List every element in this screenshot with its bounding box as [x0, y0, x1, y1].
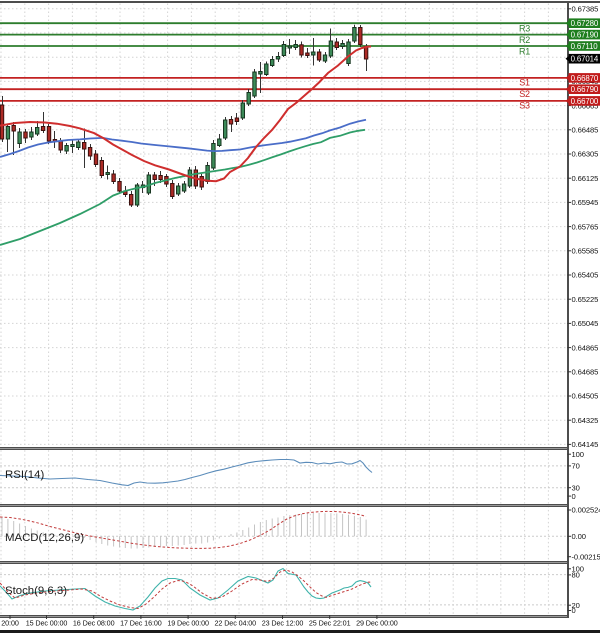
svg-text:0: 0 [572, 492, 576, 501]
svg-text:R3: R3 [519, 24, 530, 34]
svg-text:R2: R2 [519, 35, 530, 45]
svg-text:100: 100 [572, 450, 584, 459]
svg-text:30: 30 [572, 483, 580, 492]
svg-text:0.66665: 0.66665 [572, 101, 599, 110]
svg-text:0.66485: 0.66485 [572, 126, 599, 135]
svg-text:23 Dec 12:00: 23 Dec 12:00 [262, 619, 304, 628]
svg-text:0.66125: 0.66125 [572, 174, 599, 183]
svg-text:S1: S1 [519, 78, 530, 88]
svg-text:0.67014: 0.67014 [571, 55, 599, 64]
svg-text:MACD(12,26,9): MACD(12,26,9) [5, 532, 84, 544]
svg-text:70: 70 [572, 462, 580, 471]
svg-text:0.66700: 0.66700 [571, 97, 599, 106]
svg-text:0.65045: 0.65045 [572, 319, 599, 328]
svg-text:15 Dec 00:00: 15 Dec 00:00 [26, 619, 68, 628]
svg-text:25 Dec 22:01: 25 Dec 22:01 [309, 619, 351, 628]
svg-text:0.65945: 0.65945 [572, 198, 599, 207]
svg-text:Stoch(9,6,3): Stoch(9,6,3) [5, 585, 67, 597]
svg-text:0.002524: 0.002524 [572, 506, 600, 515]
svg-text:0.65225: 0.65225 [572, 295, 599, 304]
svg-text:0.67280: 0.67280 [571, 19, 599, 28]
svg-text:17 Dec 16:00: 17 Dec 16:00 [120, 619, 162, 628]
svg-text:0.67190: 0.67190 [571, 31, 599, 40]
svg-text:0.67385: 0.67385 [572, 5, 599, 14]
svg-text:0.67110: 0.67110 [571, 42, 599, 51]
svg-text:0.66790: 0.66790 [571, 85, 599, 94]
svg-text:20: 20 [572, 601, 580, 610]
svg-text:20:00: 20:00 [1, 619, 19, 628]
svg-text:0.64685: 0.64685 [572, 368, 599, 377]
svg-text:-0.00215: -0.00215 [572, 552, 600, 561]
svg-text:0: 0 [572, 606, 576, 615]
svg-text:16 Dec 08:00: 16 Dec 08:00 [73, 619, 115, 628]
svg-text:100: 100 [572, 565, 584, 574]
svg-text:S2: S2 [519, 89, 530, 99]
svg-text:0.66305: 0.66305 [572, 150, 599, 159]
svg-text:0.64865: 0.64865 [572, 343, 599, 352]
svg-text:0.65585: 0.65585 [572, 247, 599, 256]
svg-text:0.00: 0.00 [572, 532, 586, 541]
svg-text:0.65405: 0.65405 [572, 271, 599, 280]
svg-text:29 Dec 00:00: 29 Dec 00:00 [356, 619, 398, 628]
svg-text:0.66870: 0.66870 [571, 74, 599, 83]
svg-text:0.65765: 0.65765 [572, 222, 599, 231]
svg-text:0.64505: 0.64505 [572, 392, 599, 401]
svg-text:RSI(14): RSI(14) [5, 469, 44, 481]
svg-text:S3: S3 [519, 100, 530, 110]
svg-text:19 Dec 00:00: 19 Dec 00:00 [167, 619, 209, 628]
svg-text:80: 80 [572, 571, 580, 580]
svg-text:22 Dec 04:00: 22 Dec 04:00 [215, 619, 257, 628]
svg-text:0.64145: 0.64145 [572, 440, 599, 449]
svg-text:R1: R1 [519, 47, 530, 57]
svg-text:0.64325: 0.64325 [572, 416, 599, 425]
